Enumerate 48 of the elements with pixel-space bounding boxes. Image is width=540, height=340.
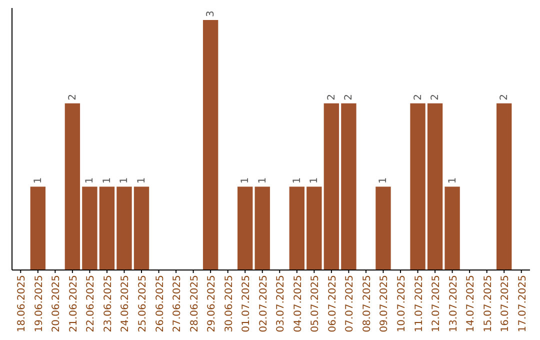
x-tick-label: 11.07.2025: [414, 275, 425, 332]
x-tick-label: 27.06.2025: [172, 275, 184, 332]
data-label: 2: [430, 94, 442, 100]
x-tick-label: 03.07.2025: [276, 275, 287, 332]
x-tick-label: 07.07.2025: [344, 275, 356, 332]
data-label: 1: [240, 177, 252, 184]
x-tick-label: 21.06.2025: [68, 275, 80, 332]
x-tick-label: 17.07.2025: [517, 275, 528, 332]
x-tick-label: 24.06.2025: [120, 275, 132, 332]
x-tick-label: 13.07.2025: [448, 275, 460, 332]
x-tick-label: 29.06.2025: [206, 275, 218, 332]
data-label: 2: [499, 94, 510, 100]
x-tick-label: 25.06.2025: [138, 275, 148, 332]
data-label: 1: [292, 177, 303, 184]
data-label: 2: [344, 94, 355, 100]
x-tick-label: 28.06.2025: [189, 275, 200, 332]
data-label: 1: [84, 177, 96, 184]
x-tick-label: 23.06.2025: [102, 275, 114, 332]
x-tick-label: 20.06.2025: [51, 275, 62, 332]
data-label: 1: [102, 177, 113, 184]
x-tick-label: 09.07.2025: [379, 275, 390, 332]
data-label: 1: [119, 177, 130, 184]
x-tick-label: 06.07.2025: [327, 275, 338, 332]
x-tick-label: 10.07.2025: [396, 275, 408, 332]
x-tick-label: 22.06.2025: [86, 275, 97, 332]
x-tick-label: 02.07.2025: [258, 275, 270, 332]
x-tick-label: 05.07.2025: [310, 275, 322, 332]
x-tick-label: 16.07.2025: [500, 275, 512, 332]
x-tick-label: 01.07.2025: [241, 275, 252, 332]
x-tick-label: 30.06.2025: [224, 275, 235, 332]
x-tick-label: 04.07.2025: [292, 275, 304, 332]
data-label: 2: [326, 94, 338, 100]
data-label: 2: [412, 94, 424, 100]
data-label: 1: [136, 177, 148, 184]
x-tick-label: 15.07.2025: [482, 275, 494, 332]
data-label: 1: [257, 177, 268, 184]
data-label: 1: [32, 177, 44, 184]
data-label: 1: [309, 177, 320, 184]
data-label: 2: [67, 94, 78, 100]
x-tick-label: 12.07.2025: [431, 275, 442, 332]
x-tick-label: 14.07.2025: [466, 275, 477, 332]
x-tick-label: 26.06.2025: [154, 275, 166, 332]
data-label: 1: [378, 177, 390, 184]
x-tick-label: 08.07.2025: [362, 275, 373, 332]
x-tick-label: 18.06.2025: [16, 275, 28, 332]
data-label: 3: [206, 10, 217, 17]
x-tick-label: 19.06.2025: [34, 275, 45, 332]
data-label: 1: [447, 177, 458, 184]
